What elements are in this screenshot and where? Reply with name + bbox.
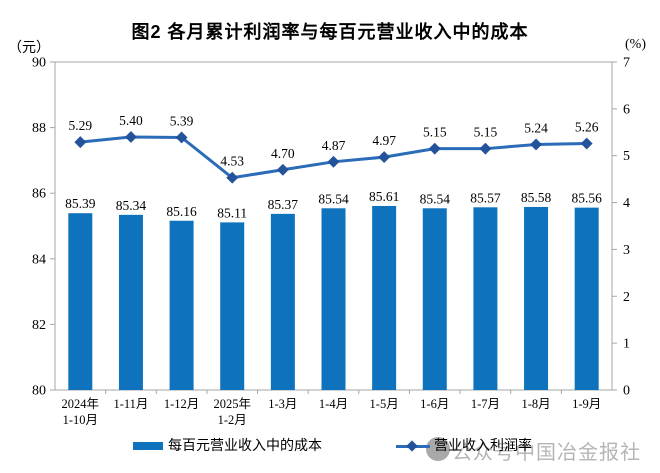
x-axis-category-label: 2025年 1-2月 <box>213 397 251 427</box>
x-axis-category-label: 1-3月 <box>268 397 297 411</box>
bar-value-label: 85.39 <box>65 196 96 211</box>
bar-value-label: 85.61 <box>369 189 399 204</box>
line-marker-diamond <box>378 151 391 164</box>
x-axis-category-label: 1-7月 <box>471 397 500 411</box>
left-axis-tick-label: 90 <box>32 56 46 71</box>
right-axis-tick-label: 2 <box>623 290 630 305</box>
watermark-logo-icon <box>426 437 450 461</box>
x-axis-category-label: 1-4月 <box>319 397 348 411</box>
bar-value-label: 85.34 <box>116 198 147 213</box>
line-series: 5.29 5.40 5.39 4.53 4.70 4.87 4.97 5.15 5.15 5.24… <box>69 113 599 184</box>
x-axis-category-label: 2024年 1-10月 <box>62 397 100 427</box>
right-axis-tick-label: 5 <box>623 149 630 164</box>
left-axis-tick-label: 82 <box>32 318 46 333</box>
x-axis-category-label: 1-12月 <box>164 397 199 411</box>
line-value-label: 5.15 <box>423 125 447 140</box>
bar <box>473 207 498 390</box>
bar <box>574 207 599 390</box>
line-value-label: 4.70 <box>271 146 295 161</box>
right-axis-tick-label: 0 <box>623 384 630 399</box>
right-axis-unit: (%) <box>625 37 646 52</box>
line-value-label: 4.97 <box>372 133 396 148</box>
bar <box>524 206 549 390</box>
line-value-label: 4.53 <box>220 154 244 169</box>
line-value-label: 4.87 <box>322 138 346 153</box>
right-axis-tick-label: 6 <box>623 102 630 117</box>
right-axis-tick-label: 7 <box>623 56 630 71</box>
chart-title: 图2 各月累计利润率与每百元营业收入中的成本 <box>131 22 529 42</box>
legend-line-swatch-icon <box>396 440 430 452</box>
bar <box>321 208 346 390</box>
line-marker-diamond <box>428 142 441 155</box>
legend-bar-label: 每百元营业收入中的成本 <box>168 439 322 454</box>
bar <box>422 208 447 390</box>
x-axis-category-label: 1-8月 <box>521 397 550 411</box>
line-value-label: 5.24 <box>524 120 548 135</box>
bar <box>118 214 143 390</box>
line-marker-diamond <box>479 142 492 155</box>
x-axis-category-label: 1-11月 <box>113 397 148 411</box>
left-axis-tick-label: 86 <box>32 187 46 202</box>
line-value-label: 5.26 <box>575 120 599 135</box>
watermark-text: 公众号中国冶金报社 <box>452 442 641 464</box>
bar-value-label: 85.57 <box>470 190 501 205</box>
bar-value-label: 85.16 <box>166 204 197 219</box>
bar-value-label: 85.56 <box>571 191 602 206</box>
line-marker-diamond <box>74 136 87 149</box>
bar <box>169 220 194 390</box>
bar-value-label: 85.11 <box>217 205 247 220</box>
bar-value-label: 85.58 <box>521 190 552 205</box>
bar-value-label: 85.54 <box>420 191 451 206</box>
legend-bar-swatch-icon <box>133 442 163 450</box>
bar <box>68 213 93 390</box>
line-value-label: 5.29 <box>69 118 93 133</box>
x-axis-category-label: 1-5月 <box>370 397 399 411</box>
x-axis-category-label: 1-6月 <box>420 397 449 411</box>
bar-value-label: 85.54 <box>318 191 349 206</box>
right-axis-tick-label: 1 <box>623 337 630 352</box>
line-value-label: 5.39 <box>170 113 194 128</box>
bar-value-label: 85.37 <box>268 197 299 212</box>
right-axis-tick-label: 4 <box>623 196 630 211</box>
line-value-label: 5.15 <box>474 125 498 140</box>
left-axis-tick-label: 84 <box>32 252 46 267</box>
right-axis-tick-label: 3 <box>623 243 630 258</box>
line-marker-diamond <box>276 163 289 176</box>
left-axis-unit: （元） <box>8 41 50 56</box>
line-marker-diamond <box>125 131 137 143</box>
line-marker-diamond <box>580 137 593 150</box>
bar <box>220 222 245 390</box>
legend-diamond-marker-icon <box>406 440 418 452</box>
bar <box>270 213 295 390</box>
left-axis-tick-label: 80 <box>32 384 46 399</box>
chart-legend: 公众号中国冶金报社 每百元营业收入中的成本 营业收入利润率 <box>0 432 660 468</box>
legend-line-label: 营业收入利润率 <box>434 439 532 454</box>
bar <box>372 205 397 390</box>
left-axis-tick-label: 88 <box>32 121 46 136</box>
line-marker-diamond <box>327 155 340 168</box>
bar-series: 85.39 85.34 85.16 85.11 85.37 85.54 85.61 85.54… <box>65 189 602 390</box>
line-value-label: 5.40 <box>119 113 143 128</box>
line-marker-diamond <box>530 138 542 151</box>
x-axis-category-label: 1-9月 <box>572 397 601 411</box>
